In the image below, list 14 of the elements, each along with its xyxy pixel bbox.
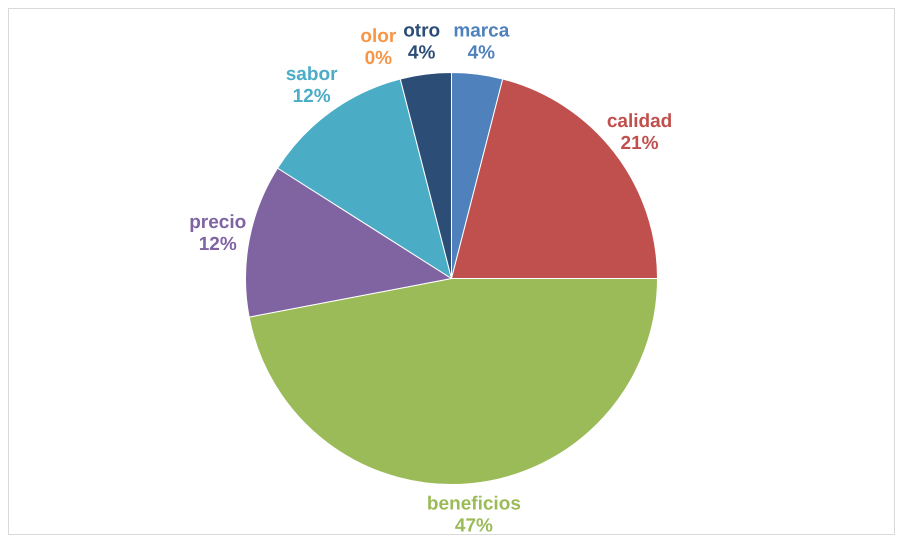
data-label: 12% <box>198 234 237 256</box>
slice-label: otro <box>403 20 440 42</box>
text: 0% <box>364 48 392 70</box>
data-label: 4% <box>408 42 436 64</box>
slice-label: beneficios <box>426 494 521 515</box>
data-label: 47% <box>454 516 494 537</box>
category-label: olor <box>360 26 396 48</box>
data-label: 12% <box>292 86 331 108</box>
slice-label: sabor <box>286 64 338 86</box>
slice-label: marca <box>453 20 510 42</box>
data-label: 21% <box>620 132 659 154</box>
slice-label: calidad <box>606 110 672 132</box>
data-label: 4% <box>468 42 496 64</box>
slice-label: precio <box>189 212 246 234</box>
